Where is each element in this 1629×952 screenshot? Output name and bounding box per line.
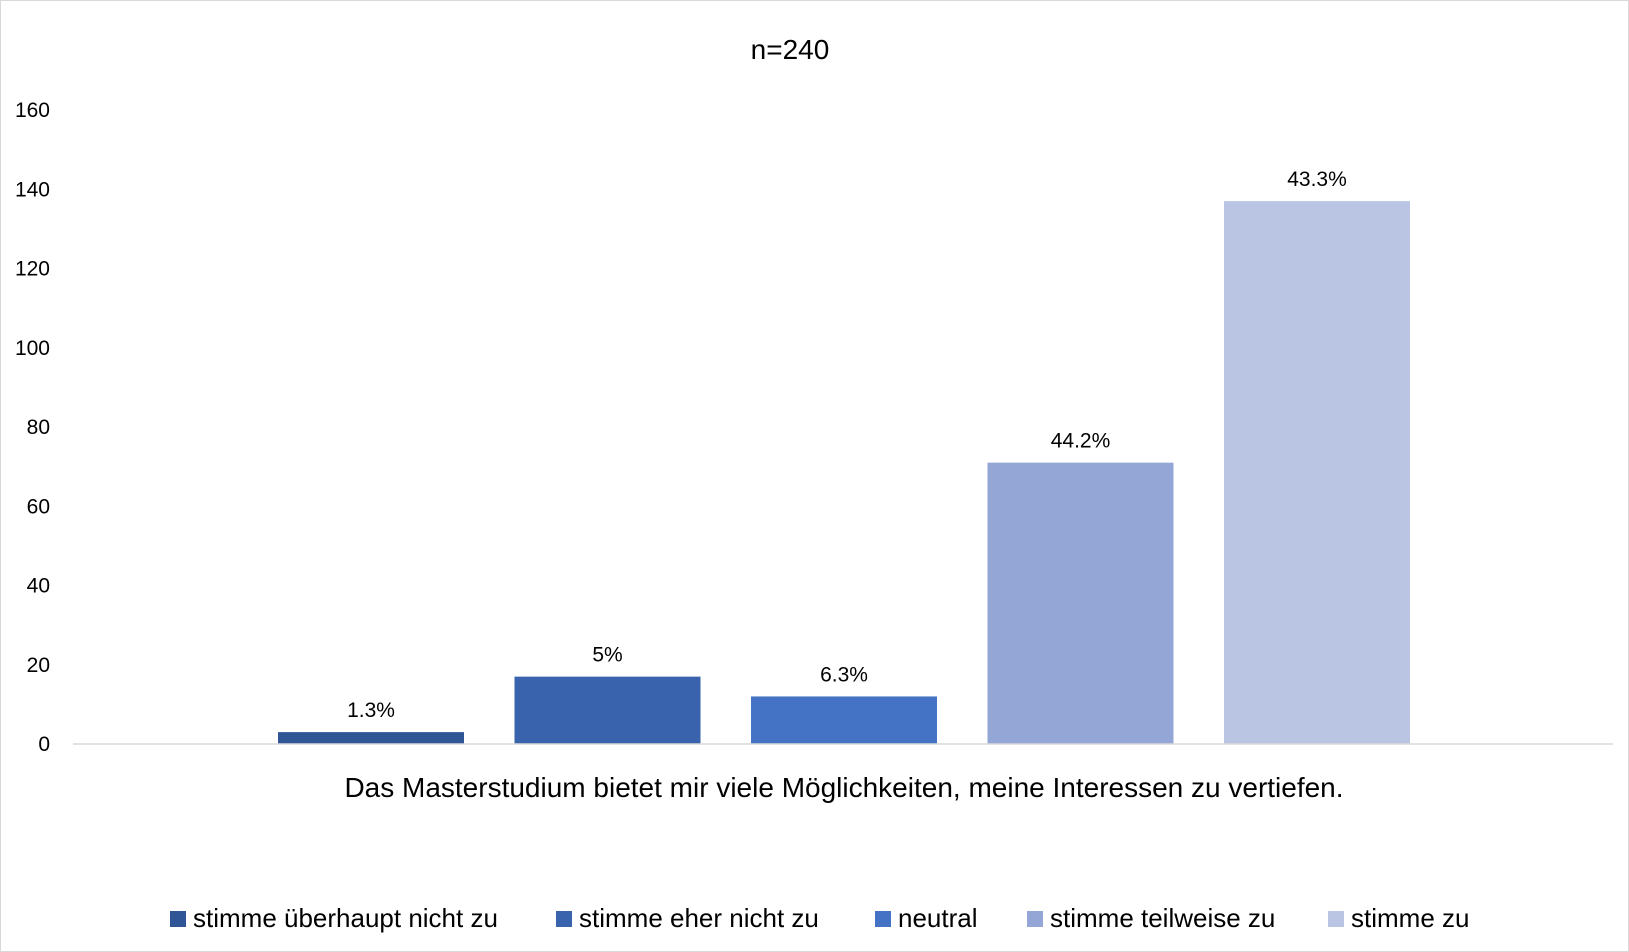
data-label-1: 1.3%	[347, 699, 395, 722]
legend-label: stimme zu	[1351, 903, 1469, 933]
legend-swatch	[875, 911, 891, 927]
data-label-2: 5%	[592, 644, 622, 667]
y-tick-label: 60	[27, 495, 50, 518]
chart-title: n=240	[751, 34, 830, 65]
legend-item-4: stimme teilweise zu	[1027, 903, 1275, 933]
y-axis: 0 20 40 60 80 100 120 140 160	[15, 99, 50, 756]
legend-label: stimme eher nicht zu	[579, 903, 819, 933]
legend-label: stimme überhaupt nicht zu	[193, 903, 498, 933]
category-label: Das Masterstudium bietet mir viele Mögli…	[344, 772, 1343, 803]
bars	[278, 201, 1410, 744]
y-tick-label: 140	[15, 178, 50, 201]
y-tick-label: 100	[15, 337, 50, 360]
legend-item-5: stimme zu	[1328, 903, 1469, 933]
data-label-3: 6.3%	[820, 663, 868, 686]
bar-4	[987, 462, 1174, 744]
legend-swatch	[170, 911, 186, 927]
bar-1	[278, 732, 464, 744]
legend-swatch	[1328, 911, 1344, 927]
legend-swatch	[556, 911, 572, 927]
y-tick-label: 120	[15, 258, 50, 281]
y-tick-label: 80	[27, 416, 50, 439]
legend-label: neutral	[898, 903, 978, 933]
bar-2	[514, 676, 701, 744]
y-tick-label: 160	[15, 99, 50, 122]
legend-item-2: stimme eher nicht zu	[556, 903, 819, 933]
legend: stimme überhaupt nicht zu stimme eher nic…	[170, 903, 1469, 933]
legend-item-3: neutral	[875, 903, 978, 933]
data-label-4: 44.2%	[1051, 430, 1111, 453]
legend-item-1: stimme überhaupt nicht zu	[170, 903, 498, 933]
bar-5	[1224, 201, 1410, 744]
data-label-5: 43.3%	[1287, 168, 1347, 191]
legend-label: stimme teilweise zu	[1050, 903, 1275, 933]
y-tick-label: 0	[38, 733, 50, 756]
data-labels: 1.3% 5% 6.3% 44.2% 43.3%	[347, 168, 1347, 722]
bar-3	[751, 696, 937, 744]
y-tick-label: 20	[27, 654, 50, 677]
legend-swatch	[1027, 911, 1043, 927]
y-tick-label: 40	[27, 575, 50, 598]
